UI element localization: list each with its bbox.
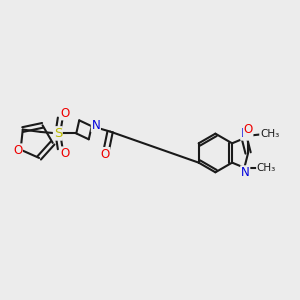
Text: N: N xyxy=(241,166,250,179)
Text: CH₃: CH₃ xyxy=(257,163,276,173)
Text: O: O xyxy=(100,148,110,161)
Text: O: O xyxy=(13,144,22,157)
Text: N: N xyxy=(241,127,250,140)
Text: O: O xyxy=(244,123,253,136)
Text: S: S xyxy=(54,127,62,140)
Text: N: N xyxy=(92,118,100,131)
Text: CH₃: CH₃ xyxy=(260,129,279,139)
Text: O: O xyxy=(60,107,69,120)
Text: O: O xyxy=(60,147,69,160)
